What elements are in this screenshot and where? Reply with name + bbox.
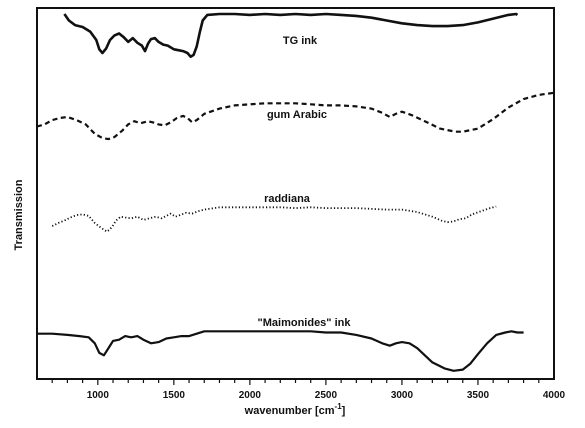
x-tick-label: 1000 bbox=[87, 390, 110, 401]
spectrum-tg-ink bbox=[63, 12, 519, 58]
spectrum-maimonides-ink bbox=[37, 330, 524, 372]
x-axis-title-main: wavenumber [cm bbox=[244, 405, 335, 417]
series-label-tg-ink: TG ink bbox=[283, 35, 318, 47]
spectrum-gum-arabic bbox=[36, 91, 555, 141]
series-label-gum-arabic: gum Arabic bbox=[267, 109, 327, 121]
x-axis-ticks: 1000 1500 2000 2500 3000 3500 4000 bbox=[51, 379, 566, 401]
x-axis-title-close: ] bbox=[342, 405, 346, 417]
y-axis-title: Transmission bbox=[13, 179, 25, 250]
spectrum-raddiana bbox=[51, 205, 497, 233]
series-layer bbox=[36, 12, 555, 372]
x-tick-label: 4000 bbox=[543, 390, 566, 401]
series-labels: TG ink gum Arabic raddiana "Maimonides" ink bbox=[258, 35, 352, 329]
x-tick-label: 3500 bbox=[467, 390, 490, 401]
series-label-maimonides-ink: "Maimonides" ink bbox=[258, 317, 352, 329]
x-tick-label: 3000 bbox=[391, 390, 414, 401]
x-tick-label: 1500 bbox=[163, 390, 186, 401]
x-tick-label: 2500 bbox=[315, 390, 338, 401]
series-label-raddiana: raddiana bbox=[264, 193, 311, 205]
x-axis-title: wavenumber [cm-1] bbox=[244, 402, 346, 417]
x-tick-label: 2000 bbox=[239, 390, 262, 401]
x-axis-title-sup: -1 bbox=[335, 402, 343, 411]
